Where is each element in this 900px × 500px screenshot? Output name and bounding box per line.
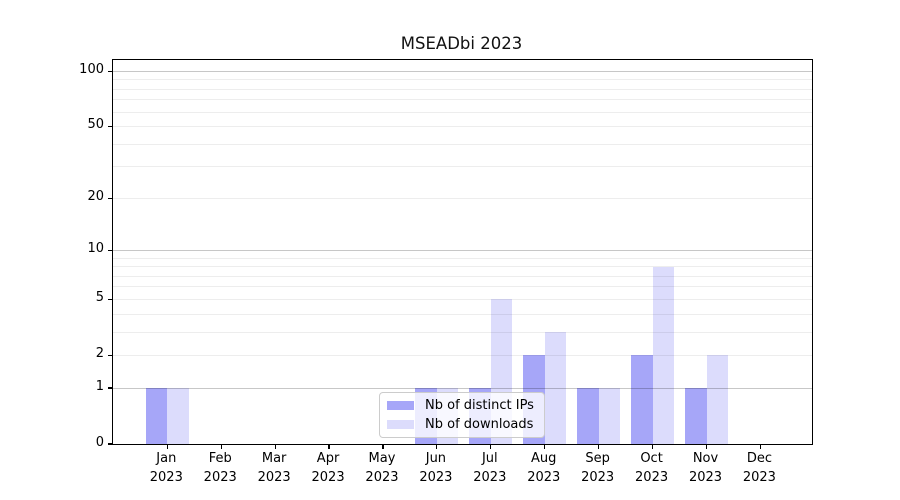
y-tick-mark xyxy=(107,197,112,199)
chart-title: MSEADbi 2023 xyxy=(400,34,523,53)
x-tick-mark xyxy=(274,445,276,450)
gridline-minor xyxy=(113,99,812,101)
x-tick-label: Aug 2023 xyxy=(527,451,561,485)
x-tick-label: Jan 2023 xyxy=(149,451,183,485)
gridline-minor xyxy=(113,197,812,199)
bar-downloads xyxy=(544,332,567,444)
x-tick-label: Mar 2023 xyxy=(257,451,291,485)
x-tick-mark xyxy=(598,445,600,450)
y-tick-label: 50 xyxy=(87,117,104,133)
x-tick-mark xyxy=(166,445,168,450)
legend: Nb of distinct IPs Nb of downloads xyxy=(379,392,545,438)
bar-downloads xyxy=(167,388,189,444)
y-tick-mark xyxy=(107,387,112,389)
x-tick-mark xyxy=(328,445,330,450)
x-tick-mark xyxy=(705,445,708,450)
x-tick-label: Feb 2023 xyxy=(203,451,237,485)
x-tick-label: Jul 2023 xyxy=(473,451,507,485)
x-tick-label: May 2023 xyxy=(365,451,399,485)
bar-downloads xyxy=(706,355,728,444)
gridline-minor xyxy=(113,275,812,277)
gridline-minor xyxy=(113,313,812,315)
y-tick-label: 10 xyxy=(87,241,104,257)
x-tick-label: Dec 2023 xyxy=(742,451,776,485)
x-tick-mark xyxy=(651,445,654,450)
bar-distinct-ips xyxy=(631,355,653,444)
gridline-minor xyxy=(113,111,812,113)
gridline-minor xyxy=(113,257,812,259)
bar-downloads xyxy=(652,266,675,444)
gridline-minor xyxy=(113,79,812,81)
gridline-minor xyxy=(113,266,812,268)
gridline-minor xyxy=(113,166,812,168)
bar-distinct-ips xyxy=(577,388,599,444)
gridline-minor xyxy=(113,298,812,300)
legend-item-downloads: Nb of downloads xyxy=(387,416,538,434)
legend-item-distinct-ips: Nb of distinct IPs xyxy=(387,397,538,415)
x-tick-label: Sep 2023 xyxy=(581,451,615,485)
x-tick-mark xyxy=(759,445,761,450)
x-tick-label: Nov 2023 xyxy=(688,451,723,485)
y-tick-label: 5 xyxy=(95,290,104,306)
legend-swatch-downloads xyxy=(387,420,414,429)
gridline-minor xyxy=(113,88,812,90)
bar-distinct-ips xyxy=(685,388,707,444)
y-tick-mark xyxy=(107,249,112,251)
y-tick-mark xyxy=(107,125,112,128)
y-tick-mark xyxy=(107,354,112,356)
y-tick-mark xyxy=(107,70,112,72)
x-tick-label: Oct 2023 xyxy=(635,451,669,485)
gridline-minor xyxy=(113,286,812,288)
y-tick-label: 0 xyxy=(95,435,104,450)
bar-downloads xyxy=(598,388,621,444)
y-tick-mark xyxy=(107,443,112,445)
legend-label-distinct-ips: Nb of distinct IPs xyxy=(425,398,534,413)
legend-swatch-distinct-ips xyxy=(387,401,414,410)
gridline-minor xyxy=(113,125,812,127)
gridline-minor xyxy=(113,143,812,145)
y-tick-label: 2 xyxy=(95,346,104,362)
y-tick-label: 1 xyxy=(95,379,104,395)
y-tick-mark xyxy=(107,298,112,300)
x-tick-label: Jun 2023 xyxy=(419,451,453,485)
legend-label-downloads: Nb of downloads xyxy=(425,417,534,432)
bar-distinct-ips xyxy=(145,388,168,444)
plot-area: Nb of distinct IPs Nb of downloads xyxy=(107,59,813,450)
x-tick-mark xyxy=(544,445,546,450)
x-tick-mark xyxy=(490,445,492,450)
gridline-major xyxy=(113,70,812,72)
x-tick-label: Apr 2023 xyxy=(311,451,345,485)
x-tick-mark xyxy=(382,445,384,450)
x-tick-mark xyxy=(220,445,222,450)
gridline-major xyxy=(113,249,812,251)
gridline-minor xyxy=(113,331,812,333)
x-tick-mark xyxy=(436,445,438,450)
y-tick-label: 100 xyxy=(79,62,104,78)
y-tick-label: 20 xyxy=(87,189,104,205)
